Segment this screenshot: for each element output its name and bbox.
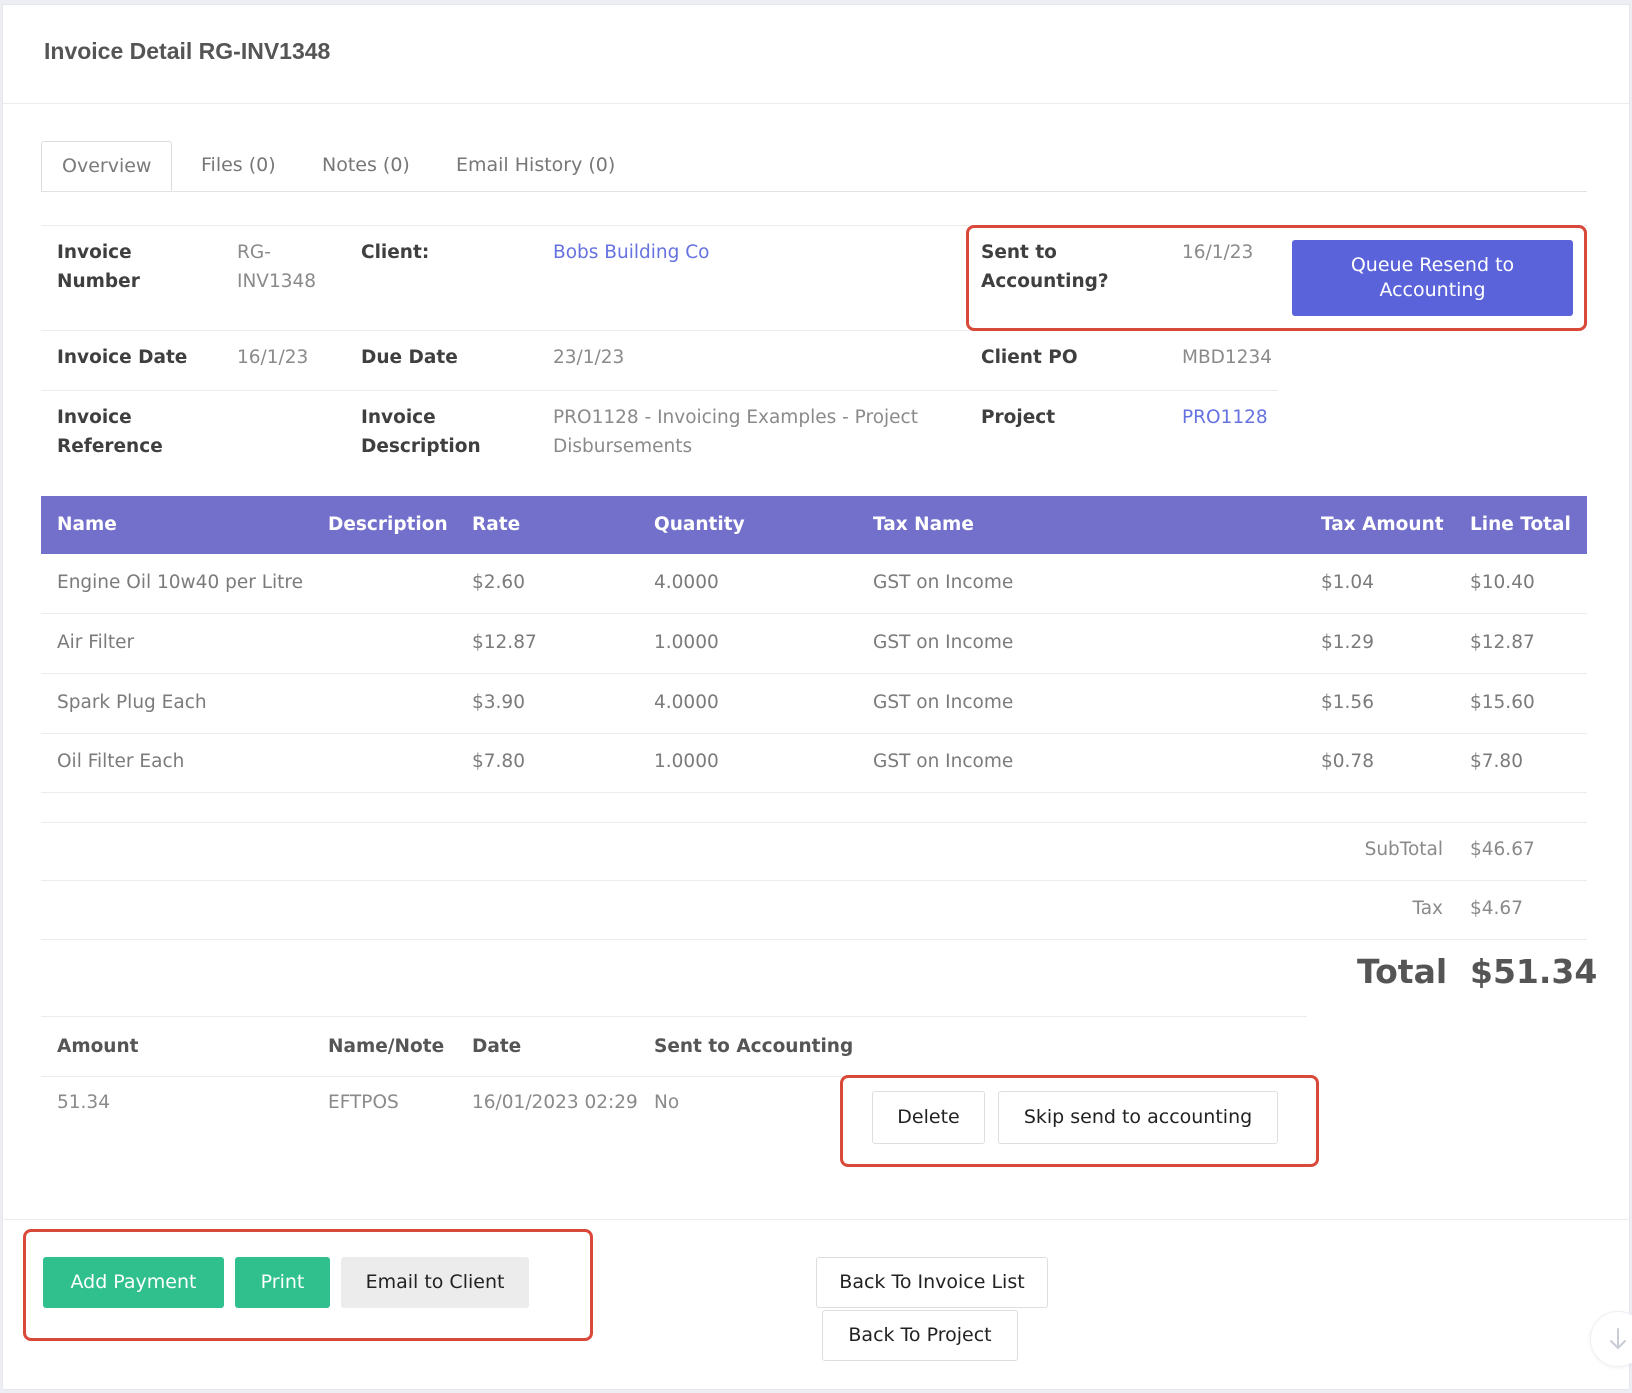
total-value: $51.34 [1470, 952, 1598, 991]
due-date-value: 23/1/23 [553, 347, 625, 368]
highlight-box [840, 1075, 1319, 1167]
back-to-invoice-list-button[interactable]: Back To Invoice List [816, 1257, 1048, 1308]
footer-divider [0, 1219, 1632, 1220]
invoice-description-label: Invoice Description [361, 407, 481, 457]
tax-value: $4.67 [1470, 898, 1523, 919]
cell-tax-name: GST on Income [873, 692, 1014, 713]
invoice-reference-label: Invoice Reference [57, 407, 163, 457]
delete-payment-button[interactable]: Delete [872, 1091, 985, 1144]
sent-to-accounting-date: 16/1/23 [1182, 242, 1254, 263]
client-po-value: MBD1234 [1182, 347, 1272, 368]
col-quantity: Quantity [654, 514, 745, 535]
cell-quantity: 4.0000 [654, 692, 719, 713]
info-divider [41, 225, 1587, 226]
cell-tax-amount: $1.29 [1321, 632, 1374, 653]
invoice-description-value: PRO1128 - Invoicing Examples - Project Di… [553, 407, 918, 457]
client-po-label: Client PO [981, 347, 1078, 368]
payment-amount: 51.34 [57, 1092, 110, 1113]
cell-line-total: $7.80 [1470, 751, 1523, 772]
cell-tax-amount: $0.78 [1321, 751, 1374, 772]
client-label: Client: [361, 242, 430, 263]
cell-rate: $7.80 [472, 751, 525, 772]
info-divider [41, 330, 1278, 331]
cell-line-total: $15.60 [1470, 692, 1535, 713]
cell-line-total: $10.40 [1470, 572, 1535, 593]
tax-label: Tax [1412, 898, 1443, 919]
subtotal-value: $46.67 [1470, 839, 1535, 860]
cell-quantity: 4.0000 [654, 572, 719, 593]
col-line-total: Line Total [1470, 514, 1571, 535]
cell-tax-amount: $1.04 [1321, 572, 1374, 593]
payments-header: Amount Name/Note Date Sent to Accounting [41, 1016, 1307, 1077]
invoice-date-value: 16/1/23 [237, 347, 309, 368]
col-sent-to-accounting: Sent to Accounting [654, 1036, 854, 1057]
client-link[interactable]: Bobs Building Co [553, 242, 710, 263]
total-label: Total [1357, 952, 1448, 991]
table-row: Engine Oil 10w40 per Litre $2.60 4.0000 … [41, 554, 1587, 614]
highlight-box [966, 225, 1587, 331]
table-row: Spark Plug Each $3.90 4.0000 GST on Inco… [41, 674, 1587, 734]
arrow-down-icon [1610, 1328, 1626, 1350]
cell-tax-name: GST on Income [873, 751, 1014, 772]
col-amount: Amount [57, 1036, 139, 1057]
print-button[interactable]: Print [235, 1257, 330, 1308]
col-name-note: Name/Note [328, 1036, 445, 1057]
cell-name: Engine Oil 10w40 per Litre [57, 572, 303, 593]
email-client-button[interactable]: Email to Client [341, 1257, 529, 1308]
payment-note: EFTPOS [328, 1092, 399, 1113]
subtotal-row: SubTotal $46.67 [41, 822, 1587, 881]
col-description: Description [328, 514, 448, 535]
tab-overview[interactable]: Overview [41, 141, 173, 191]
cell-name: Spark Plug Each [57, 692, 207, 713]
payment-date: 16/01/2023 02:29 [472, 1092, 638, 1113]
tab-bar: Overview Files (0) Notes (0) Email Histo… [41, 141, 1587, 192]
project-link[interactable]: PRO1128 [1182, 407, 1268, 428]
col-rate: Rate [472, 514, 521, 535]
back-to-project-button[interactable]: Back To Project [822, 1310, 1018, 1361]
cell-quantity: 1.0000 [654, 632, 719, 653]
table-row: Air Filter $12.87 1.0000 GST on Income $… [41, 614, 1587, 674]
cell-rate: $3.90 [472, 692, 525, 713]
cell-quantity: 1.0000 [654, 751, 719, 772]
tax-row: Tax $4.67 [41, 880, 1587, 940]
due-date-label: Due Date [361, 347, 458, 368]
col-date: Date [472, 1036, 522, 1057]
col-name: Name [57, 514, 117, 535]
table-spacer [41, 792, 1587, 823]
subtotal-label: SubTotal [1364, 839, 1443, 860]
invoice-number-label: Invoice Number [57, 242, 140, 292]
cell-name: Air Filter [57, 632, 135, 653]
table-row: Oil Filter Each $7.80 1.0000 GST on Inco… [41, 733, 1587, 793]
payment-sent: No [654, 1092, 680, 1113]
invoice-number-value: RG- INV1348 [237, 242, 317, 292]
invoice-card: Invoice Detail RG-INV1348 [2, 4, 1630, 1390]
scroll-down-button[interactable] [1590, 1311, 1632, 1367]
skip-send-button[interactable]: Skip send to accounting [998, 1091, 1278, 1144]
sent-to-accounting-label: Sent to Accounting? [981, 242, 1109, 292]
tab-notes[interactable]: Notes (0) [322, 154, 410, 176]
add-payment-button[interactable]: Add Payment [43, 1257, 224, 1308]
info-divider [41, 390, 1278, 391]
cell-rate: $2.60 [472, 572, 525, 593]
cell-tax-name: GST on Income [873, 632, 1014, 653]
tab-email-history[interactable]: Email History (0) [456, 154, 616, 176]
project-label: Project [981, 407, 1056, 428]
cell-tax-amount: $1.56 [1321, 692, 1374, 713]
cell-rate: $12.87 [472, 632, 537, 653]
col-tax-name: Tax Name [873, 514, 974, 535]
cell-name: Oil Filter Each [57, 751, 185, 772]
line-items-header: Name Description Rate Quantity Tax Name … [41, 496, 1587, 554]
queue-resend-button[interactable]: Queue Resend to Accounting [1292, 240, 1573, 316]
col-tax-amount: Tax Amount [1321, 514, 1444, 535]
tab-files[interactable]: Files (0) [201, 154, 276, 176]
cell-tax-name: GST on Income [873, 572, 1014, 593]
cell-line-total: $12.87 [1470, 632, 1535, 653]
page-title: Invoice Detail RG-INV1348 [44, 38, 331, 64]
card-header: Invoice Detail RG-INV1348 [3, 5, 1629, 104]
highlight-box [23, 1229, 593, 1341]
invoice-date-label: Invoice Date [57, 347, 188, 368]
